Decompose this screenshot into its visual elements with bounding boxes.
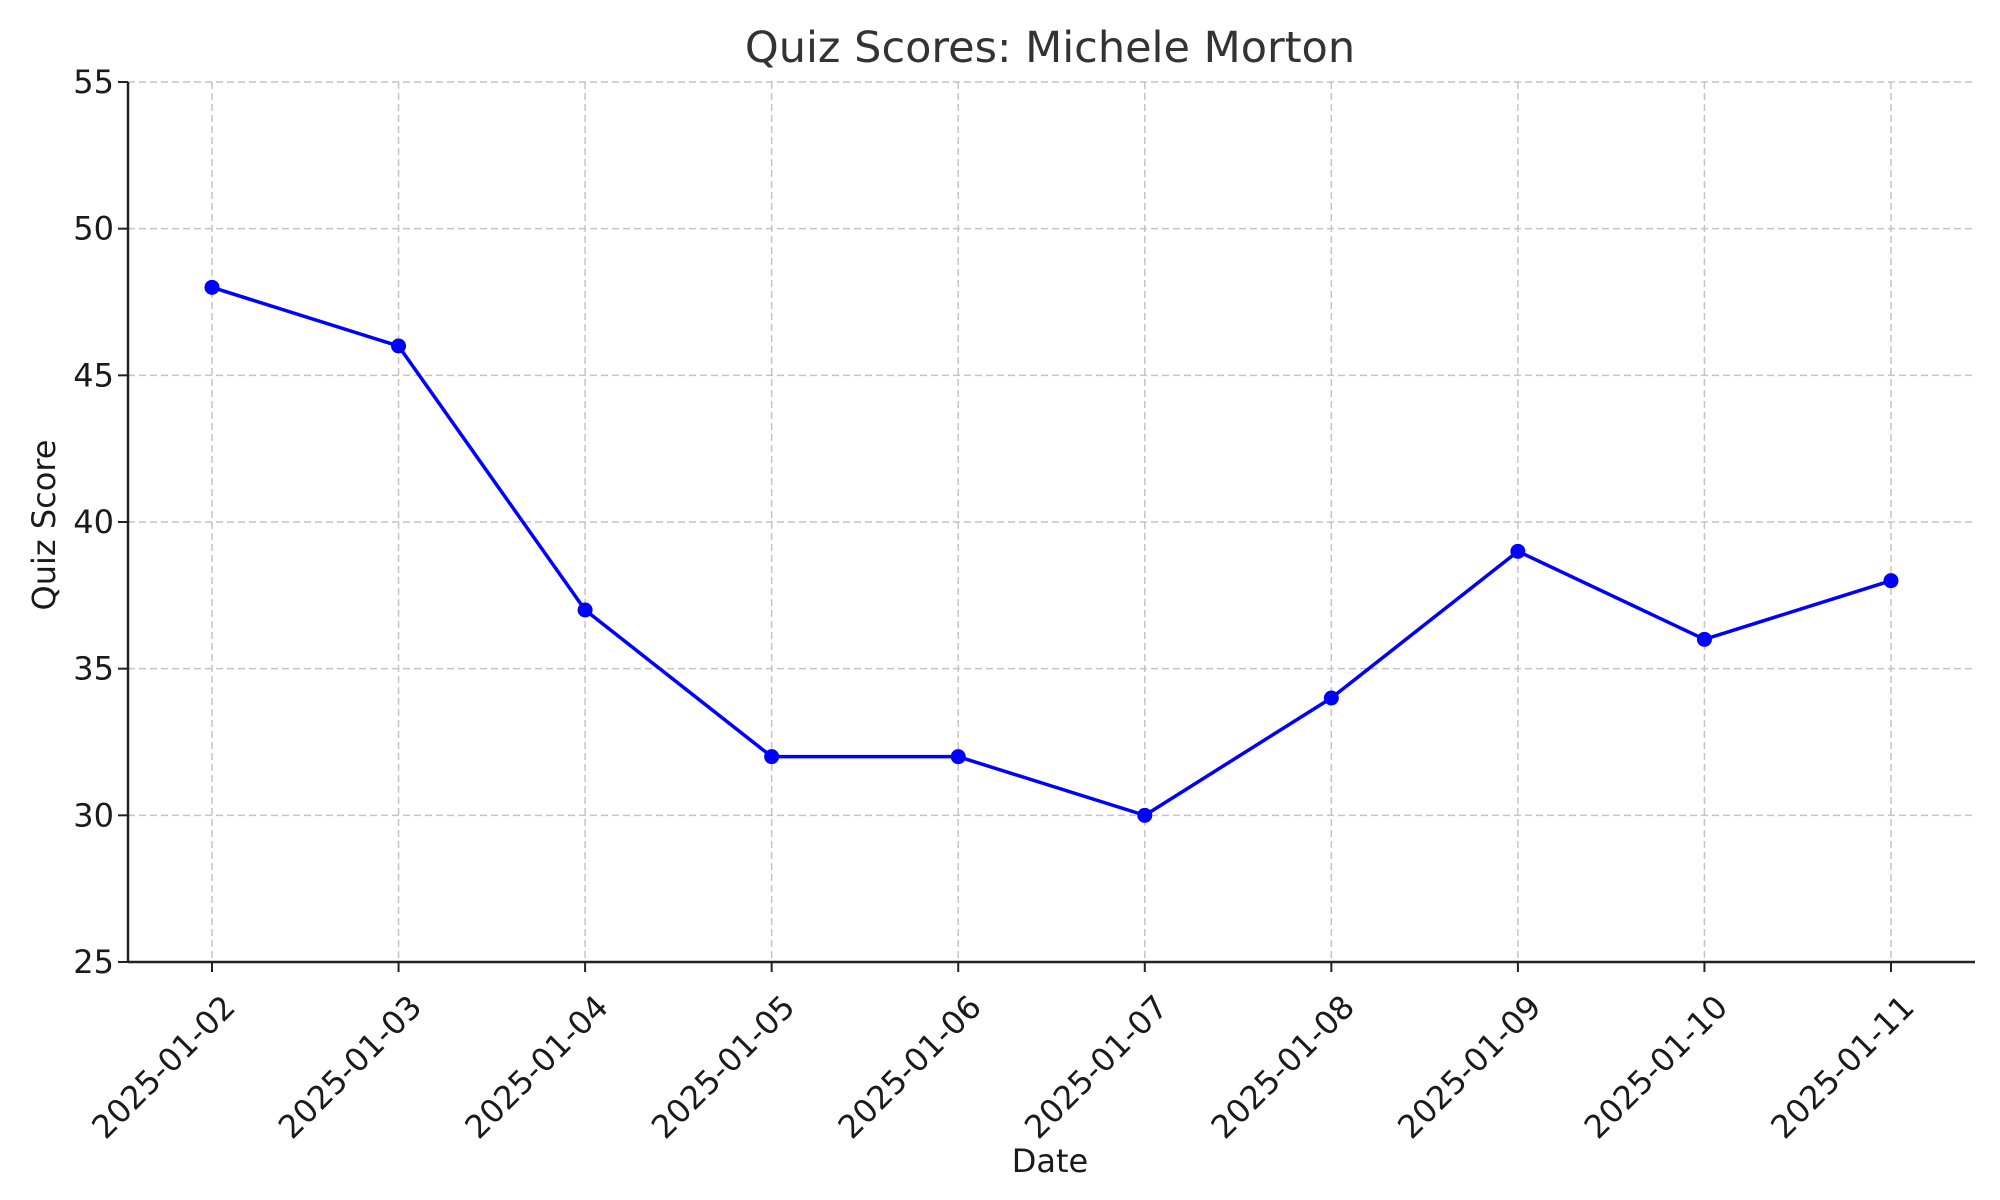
y-axis-ticks: 25 30 35 40 45 50 55: [73, 63, 128, 981]
data-point: [1137, 807, 1153, 823]
y-tick-label: 25: [73, 943, 114, 981]
x-tick-label: 2025-01-05: [644, 988, 802, 1146]
x-tick-label: 2025-01-08: [1204, 988, 1362, 1146]
x-tick-label: 2025-01-03: [271, 988, 429, 1146]
chart-title: Quiz Scores: Michele Morton: [745, 23, 1355, 73]
x-tick-label: 2025-01-04: [457, 988, 615, 1146]
y-tick-label: 55: [73, 63, 114, 101]
y-tick-label: 30: [73, 796, 114, 834]
data-point: [950, 749, 966, 765]
y-axis-label: Quiz Score: [25, 440, 63, 611]
data-point: [1696, 631, 1712, 647]
data-point: [1510, 543, 1526, 559]
data-point: [577, 602, 593, 618]
y-tick-label: 50: [73, 210, 114, 248]
x-tick-label: 2025-01-06: [830, 988, 988, 1146]
x-tick-label: 2025-01-02: [84, 988, 242, 1146]
y-tick-label: 40: [73, 503, 114, 541]
series-line: [211, 285, 1892, 818]
x-axis-label: Date: [1012, 1142, 1088, 1180]
data-point: [1883, 573, 1899, 589]
y-tick-label: 35: [73, 650, 114, 688]
data-point: [764, 749, 780, 765]
x-tick-label: 2025-01-11: [1763, 988, 1921, 1146]
series-layer: [204, 279, 1899, 823]
x-tick-label: 2025-01-07: [1017, 988, 1175, 1146]
x-axis-ticks: 2025-01-02 2025-01-03 2025-01-04 2025-01-05…: [84, 962, 1922, 1146]
y-tick-label: 45: [73, 356, 114, 394]
data-point: [204, 279, 220, 295]
data-point: [391, 338, 407, 354]
x-tick-label: 2025-01-09: [1390, 988, 1548, 1146]
x-tick-label: 2025-01-10: [1577, 988, 1735, 1146]
data-point: [1323, 690, 1339, 706]
grid: [128, 81, 1975, 963]
